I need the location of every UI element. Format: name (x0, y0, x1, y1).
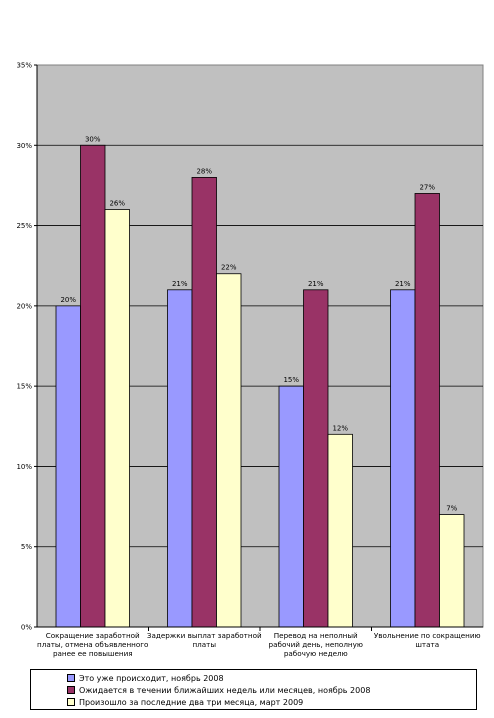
data-labels: 20% 30% 26% 21% 28% 22% 15% 21% 12% 21% 27% 7% (60, 135, 457, 512)
x-category-label-line: Задержки выплат заработной (146, 631, 262, 640)
y-tick-label: 0% (21, 624, 32, 632)
bars (55, 144, 465, 628)
data-label: 28% (196, 167, 212, 175)
y-tick-label: 5% (21, 543, 32, 551)
x-category-label-line: Увольнение по сокращению (373, 631, 481, 640)
y-tick-label: 20% (16, 302, 32, 310)
data-label: 27% (419, 183, 435, 191)
legend-item: Произошло за последние два три месяца, м… (67, 696, 476, 708)
y-tick-label: 30% (16, 142, 32, 150)
x-category-label-line: ранее ее повышения (52, 649, 133, 658)
x-category-label: Задержки выплат заработной платы (145, 631, 265, 649)
data-label: 12% (332, 424, 348, 432)
data-label: 22% (221, 264, 237, 272)
legend-label: Ожидается в течении ближайших недель или… (79, 685, 371, 695)
data-label: 26% (109, 200, 125, 208)
y-tick-label: 15% (16, 383, 32, 391)
data-label: 20% (60, 296, 76, 304)
x-category-label: Перевод на неполный рабочий день, неполну… (256, 631, 376, 658)
bar (278, 385, 304, 628)
x-category-label-line: Сокращение заработной (45, 631, 140, 640)
legend-swatch (67, 686, 75, 694)
data-label: 7% (446, 505, 457, 513)
legend-swatch (67, 698, 75, 706)
x-category-label: Сокращение заработной платы, отмена объяв… (33, 631, 153, 658)
legend-label: Это уже происходит, ноябрь 2008 (79, 673, 224, 683)
x-category-label-line: Перевод на неполный (273, 631, 358, 640)
x-category-label-line: штата (415, 640, 440, 649)
bar (167, 289, 193, 628)
bar (390, 289, 416, 628)
data-label: 21% (172, 280, 188, 288)
legend-item: Это уже происходит, ноябрь 2008 (67, 672, 476, 684)
x-category-label-line: рабочий день, неполную (268, 640, 363, 649)
x-category-label: Увольнение по сокращению штата (368, 631, 488, 649)
bar (191, 176, 217, 628)
y-tick-label: 10% (16, 463, 32, 471)
legend-label: Произошло за последние два три месяца, м… (79, 697, 304, 707)
legend: Это уже происходит, ноябрь 2008 Ожидаетс… (30, 669, 477, 710)
bar (55, 305, 81, 628)
x-category-label-line: рабочую неделю (283, 649, 348, 658)
data-label: 21% (308, 280, 324, 288)
data-label: 30% (85, 135, 101, 143)
x-category-label-line: платы, отмена объявленного (37, 640, 149, 649)
data-label: 15% (283, 376, 299, 384)
y-tick-label: 35% (16, 62, 32, 70)
bar (439, 514, 465, 628)
bar (327, 433, 353, 628)
data-label: 21% (395, 280, 411, 288)
bar (414, 193, 440, 628)
bar (216, 273, 242, 628)
legend-swatch (67, 674, 75, 682)
legend-item: Ожидается в течении ближайших недель или… (67, 684, 476, 696)
x-category-label-line: платы (192, 640, 217, 649)
y-tick-label: 25% (16, 222, 32, 230)
bar (104, 209, 130, 628)
bar (80, 144, 106, 628)
bar (303, 289, 329, 628)
